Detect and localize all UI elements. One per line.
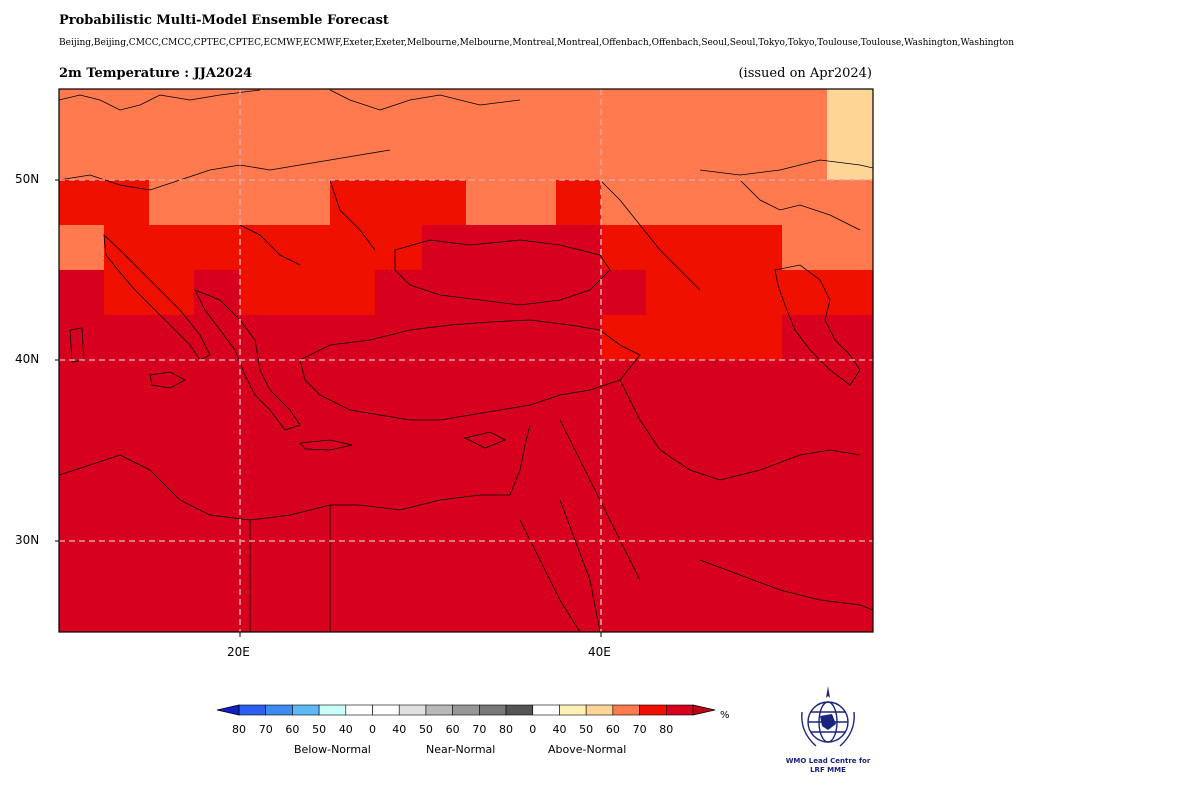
colorbar-tick-label: 60: [605, 723, 620, 736]
lon-label-20e: 20E: [227, 645, 250, 659]
colorbar-tick-label: 60: [445, 723, 460, 736]
colorbar-tick-label: 40: [338, 723, 353, 736]
colorbar-unit: %: [720, 710, 730, 721]
region-above70-c: [330, 180, 466, 225]
lat-label-30n: 30N: [15, 533, 40, 547]
region-above70-band4: [601, 315, 782, 360]
category-above-normal: Above-Normal: [548, 743, 627, 756]
logo-caption: WMO Lead Centre for LRF MME: [782, 757, 874, 775]
coastlines: [59, 89, 873, 632]
category-below-normal: Below-Normal: [294, 743, 371, 756]
region-above60-e2: [782, 225, 873, 270]
gridlines: [59, 89, 873, 632]
region-above60-c2: [466, 180, 556, 225]
region-above70-band2: [104, 225, 422, 270]
region-above60-north: [59, 89, 873, 180]
lon-label-40e: 40E: [588, 645, 611, 659]
region-above60-w2: [59, 225, 104, 270]
region-above70-band3: [104, 270, 194, 315]
lat-label-40n: 40N: [15, 352, 40, 366]
colorbar-tick-label: 0: [369, 723, 377, 736]
variable-season: 2m Temperature : JJA2024: [59, 66, 253, 81]
colorbar-tick-label: 50: [418, 723, 433, 736]
colorbar-tick-label: 70: [472, 723, 487, 736]
colorbar-tick-label: 80: [499, 723, 514, 736]
region-above70-c2: [556, 180, 601, 225]
region-above70-band3b: [240, 270, 375, 315]
colorbar-tick-label: 50: [312, 723, 327, 736]
model-list: Beijing,Beijing,CMCC,CMCC,CPTEC,CPTEC,EC…: [59, 38, 1015, 48]
region-above70-w: [59, 180, 149, 225]
issue-date: (issued on Apr2024): [738, 66, 872, 81]
logo-caption-line1: WMO Lead Centre for: [785, 757, 871, 765]
colorbar-tick-label: 60: [285, 723, 300, 736]
colorbar-tick-label: 0: [529, 723, 537, 736]
region-above70-band3e: [646, 270, 873, 315]
region-above50-ne: [827, 89, 873, 180]
region-above60-e: [601, 180, 873, 225]
colorbar-tick-label: 40: [392, 723, 407, 736]
colorbar-tick-label: 80: [659, 723, 674, 736]
chart-title: Probabilistic Multi-Model Ensemble Forec…: [59, 13, 389, 28]
colorbar-tick-label: 50: [579, 723, 594, 736]
category-near-normal: Near-Normal: [426, 743, 496, 756]
wmo-globe-icon: [801, 686, 855, 747]
colorbar-tick-label: 40: [552, 723, 567, 736]
region-above70-band2e: [601, 225, 782, 270]
colorbar-tick-label: 70: [258, 723, 273, 736]
colorbar-tick-label: 70: [632, 723, 647, 736]
colorbar-tick-label: 80: [232, 723, 246, 736]
logo-caption-line2: LRF MME: [810, 766, 846, 774]
lat-label-50n: 50N: [15, 172, 40, 186]
